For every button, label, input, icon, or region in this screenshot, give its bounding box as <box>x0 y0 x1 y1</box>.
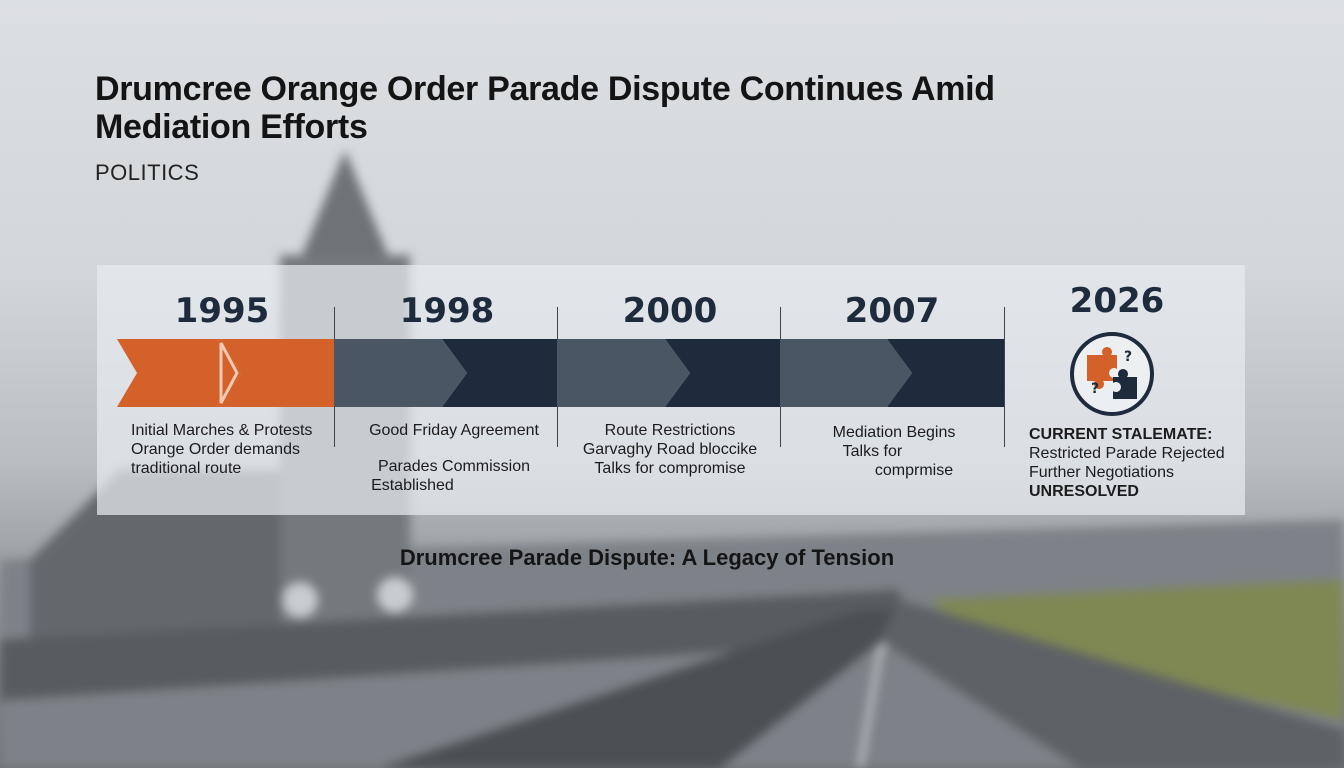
timeline-arrow-2000a <box>557 339 690 407</box>
timeline-caption: Drumcree Parade Dispute: A Legacy of Ten… <box>399 545 895 570</box>
timeline-arrow-1995b <box>217 339 334 407</box>
svg-text:?: ? <box>1091 381 1099 397</box>
timeline-arrow-1995a <box>117 339 242 407</box>
timeline-arrow-2007a <box>780 339 912 407</box>
timeline-desc-2026: CURRENT STALEMATE: Restricted Parade Rej… <box>1029 426 1225 500</box>
category-label: POLITICS <box>95 160 200 185</box>
timeline-year: 2007 <box>844 291 940 331</box>
svg-text:?: ? <box>1124 349 1132 365</box>
timeline-desc-1995: Initial Marches & Protests Orange Order … <box>131 422 313 477</box>
timeline-desc-2007: Mediation Begins Talks for comprmise <box>832 424 956 479</box>
timeline-arrow-2007b <box>887 339 1004 407</box>
timeline-arrow-2000b <box>665 339 780 407</box>
timeline-year: 2026 <box>1069 281 1165 321</box>
timeline-desc-2000: Route Restrictions Garvaghy Road bloccik… <box>582 422 758 477</box>
timeline-year: 1998 <box>399 291 495 331</box>
timeline-arrow-1998b <box>442 339 557 407</box>
timeline-arrow-1998a <box>334 339 467 407</box>
timeline-arrow-band <box>117 339 1004 407</box>
timeline-year: 2000 <box>622 291 718 331</box>
timeline-divider <box>1004 307 1005 447</box>
headline: Drumcree Orange Order Parade Dispute Con… <box>95 70 995 146</box>
timeline-desc-1998: Good Friday Agreement Parades Commission… <box>369 422 539 494</box>
timeline-panel: 1995 1998 2000 2007 2026 Initial Marches… <box>97 265 1245 515</box>
puzzle-icon: ? ? <box>1070 332 1154 416</box>
timeline-year: 1995 <box>174 291 270 331</box>
